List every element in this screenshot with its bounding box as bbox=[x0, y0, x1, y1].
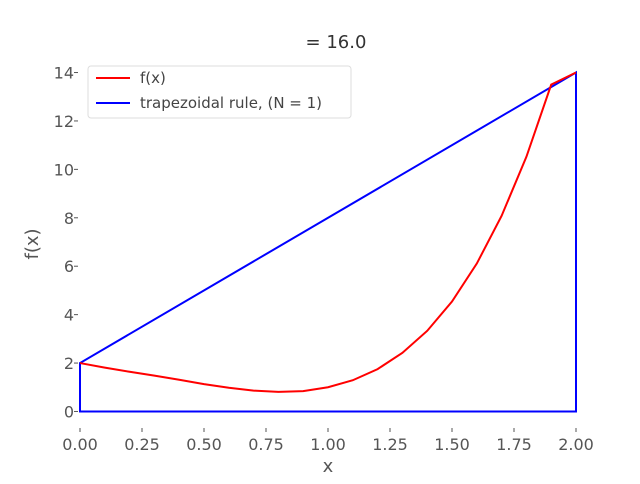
x-axis-label: x bbox=[323, 456, 334, 477]
x-tick-label: 0.50 bbox=[186, 435, 222, 454]
y-tick-label: 4 bbox=[64, 306, 74, 325]
y-tick-label: 8 bbox=[64, 209, 74, 228]
x-tick-label: 0.00 bbox=[62, 435, 98, 454]
x-tick-label: 1.00 bbox=[310, 435, 346, 454]
y-tick-label: 6 bbox=[64, 257, 74, 276]
y-tick-label: 0 bbox=[64, 402, 74, 421]
y-axis-label: f(x) bbox=[22, 228, 43, 259]
x-tick-label: 1.25 bbox=[372, 435, 408, 454]
series-fx bbox=[79, 71, 577, 393]
chart-title: = 16.0 bbox=[306, 32, 367, 53]
legend-label-fx: f(x) bbox=[140, 69, 166, 87]
legend-box bbox=[87, 65, 352, 119]
series-trapezoidal-rule bbox=[79, 70, 577, 413]
x-tick-label: 2.00 bbox=[558, 435, 594, 454]
plot-layer bbox=[79, 70, 577, 413]
y-tick-label: 12 bbox=[54, 112, 74, 131]
x-tick-label: 1.75 bbox=[496, 435, 532, 454]
y-tick-label: 2 bbox=[64, 354, 74, 373]
x-tick-label: 0.25 bbox=[124, 435, 160, 454]
y-tick-label: 14 bbox=[54, 64, 74, 83]
axes-layer: 0.00 0.25 0.50 0.75 1.00 1.25 1.50 1.75 2.00 0 2 4 6… bbox=[54, 64, 594, 454]
legend-label-trapezoid: trapezoidal rule, (N = 1) bbox=[140, 94, 322, 112]
x-tick-label: 0.75 bbox=[248, 435, 284, 454]
y-tick-label: 10 bbox=[54, 160, 74, 179]
x-tick-label: 1.50 bbox=[434, 435, 470, 454]
legend: f(x) trapezoidal rule, (N = 1) bbox=[87, 65, 352, 119]
